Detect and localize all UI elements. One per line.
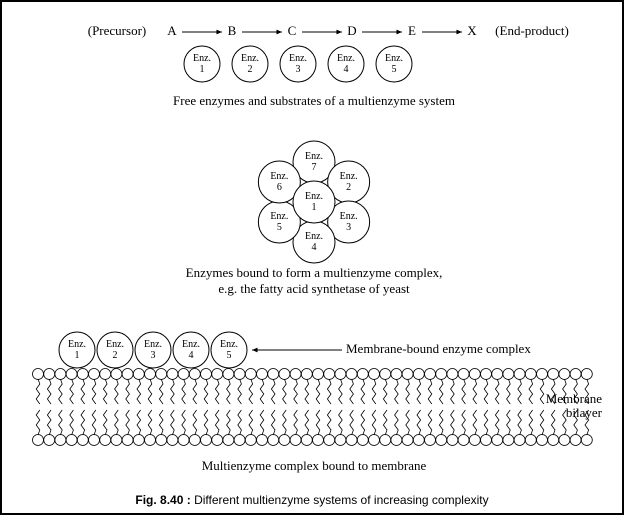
svg-text:2: 2 <box>248 64 253 75</box>
svg-text:bilayer: bilayer <box>566 405 603 420</box>
svg-text:(Precursor): (Precursor) <box>88 23 146 38</box>
svg-text:3: 3 <box>346 222 351 233</box>
svg-text:Free enzymes and substrates of: Free enzymes and substrates of a multien… <box>173 93 455 108</box>
svg-text:B: B <box>228 23 237 38</box>
svg-text:1: 1 <box>200 64 205 75</box>
svg-text:4: 4 <box>344 64 349 75</box>
svg-text:Multienzyme complex bound to m: Multienzyme complex bound to membrane <box>202 458 427 473</box>
svg-text:Enz.: Enz. <box>220 339 238 350</box>
svg-text:4: 4 <box>312 242 317 253</box>
svg-text:D: D <box>347 23 356 38</box>
svg-text:1: 1 <box>312 202 317 213</box>
svg-text:C: C <box>288 23 297 38</box>
svg-text:Enz.: Enz. <box>270 171 288 182</box>
svg-text:5: 5 <box>277 222 282 233</box>
svg-text:Enz.: Enz. <box>305 151 323 162</box>
svg-text:Membrane: Membrane <box>546 391 603 406</box>
figure-svg: (Precursor)ABCDEX(End-product)Enz.1Enz.2… <box>2 2 622 492</box>
svg-text:3: 3 <box>151 350 156 361</box>
svg-text:3: 3 <box>296 64 301 75</box>
svg-text:Enz.: Enz. <box>337 53 355 64</box>
svg-text:Enz.: Enz. <box>193 53 211 64</box>
svg-text:Membrane-bound enzyme complex: Membrane-bound enzyme complex <box>346 341 531 356</box>
svg-text:E: E <box>408 23 416 38</box>
svg-text:A: A <box>167 23 177 38</box>
svg-text:Enz.: Enz. <box>340 171 358 182</box>
svg-text:2: 2 <box>113 350 118 361</box>
svg-text:6: 6 <box>277 182 282 193</box>
figure-caption-prefix: Fig. 8.40 : <box>135 493 194 507</box>
svg-text:Enz.: Enz. <box>385 53 403 64</box>
svg-text:4: 4 <box>189 350 194 361</box>
svg-text:5: 5 <box>392 64 397 75</box>
svg-text:5: 5 <box>227 350 232 361</box>
svg-text:Enz.: Enz. <box>289 53 307 64</box>
svg-text:X: X <box>467 23 477 38</box>
svg-text:Enz.: Enz. <box>270 211 288 222</box>
svg-text:1: 1 <box>75 350 80 361</box>
svg-text:Enz.: Enz. <box>305 231 323 242</box>
svg-text:Enzymes bound to form a multie: Enzymes bound to form a multienzyme comp… <box>186 265 443 280</box>
svg-text:Enz.: Enz. <box>340 211 358 222</box>
svg-text:Enz.: Enz. <box>106 339 124 350</box>
figure-container: (Precursor)ABCDEX(End-product)Enz.1Enz.2… <box>0 0 624 515</box>
svg-text:e.g. the fatty acid synthetase: e.g. the fatty acid synthetase of yeast <box>218 281 410 296</box>
svg-text:(End-product): (End-product) <box>495 23 569 38</box>
svg-text:Enz.: Enz. <box>241 53 259 64</box>
svg-text:Enz.: Enz. <box>305 191 323 202</box>
figure-caption: Fig. 8.40 : Different multienzyme system… <box>2 493 622 507</box>
svg-text:2: 2 <box>346 182 351 193</box>
svg-text:7: 7 <box>312 162 317 173</box>
svg-text:Enz.: Enz. <box>182 339 200 350</box>
figure-caption-text: Different multienzyme systems of increas… <box>194 493 489 507</box>
svg-text:Enz.: Enz. <box>144 339 162 350</box>
svg-text:Enz.: Enz. <box>68 339 86 350</box>
